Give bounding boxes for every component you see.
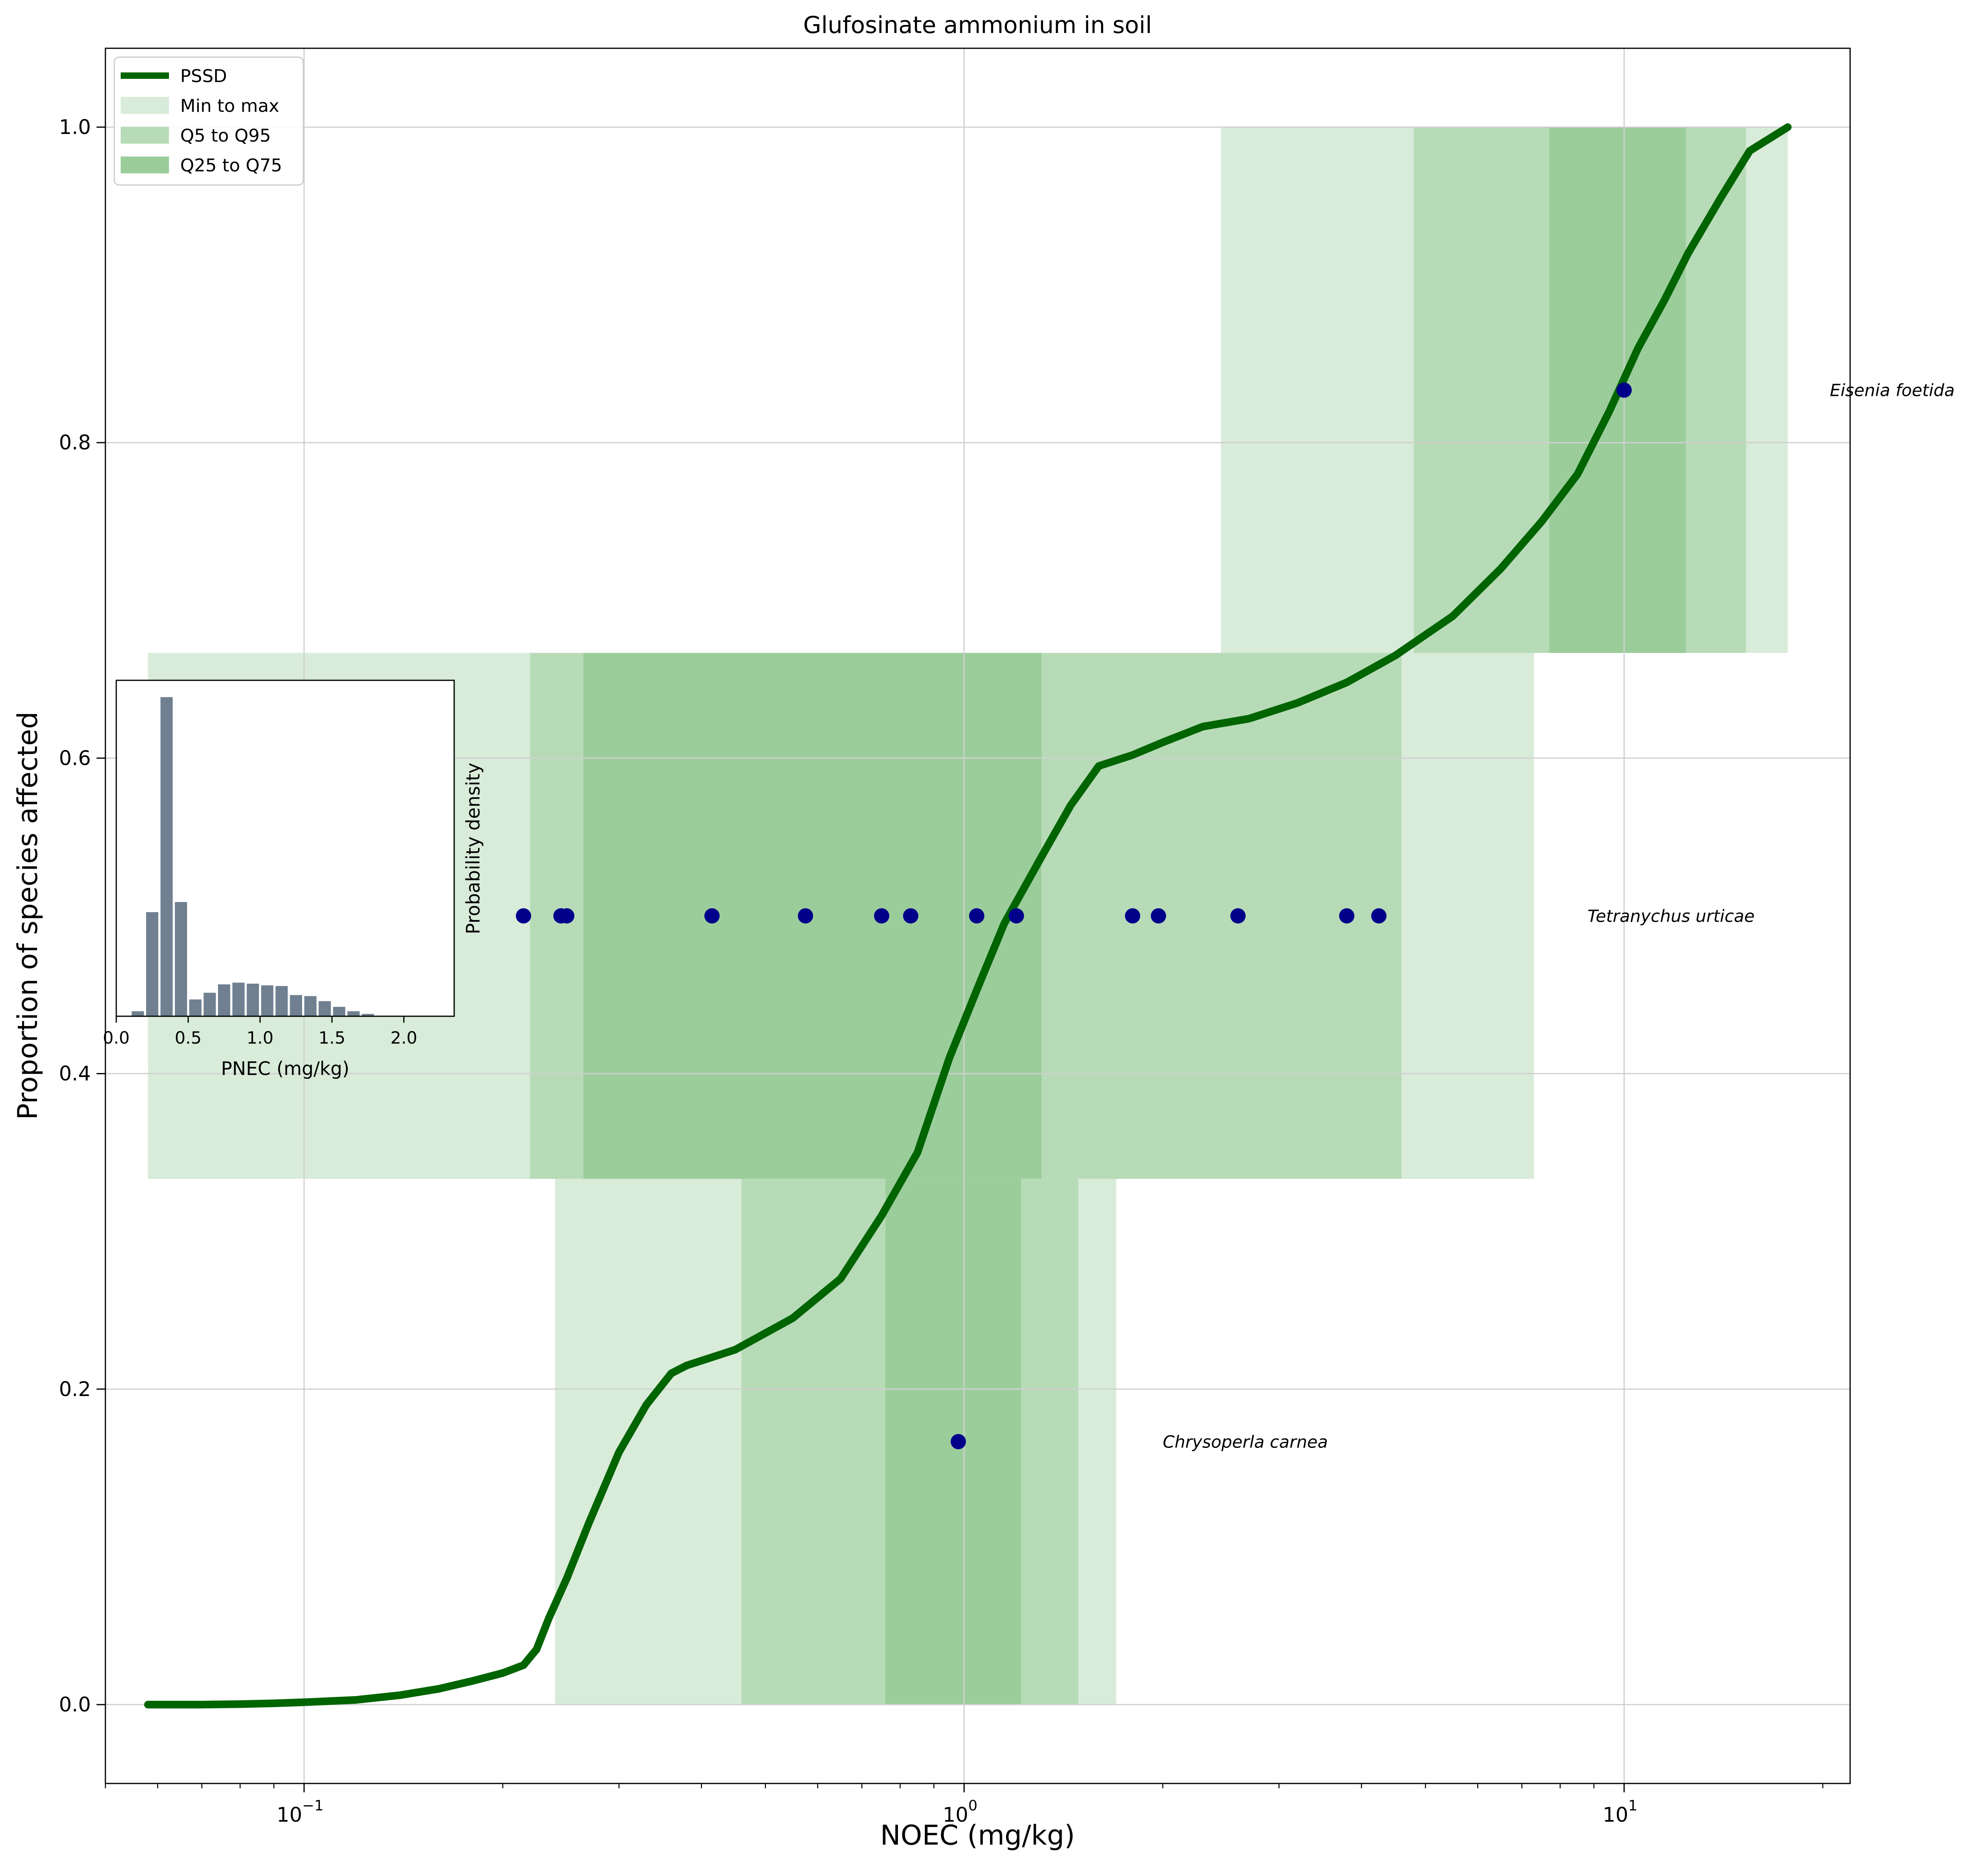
data-point bbox=[951, 1434, 966, 1450]
data-point bbox=[798, 908, 813, 924]
histogram-bar bbox=[247, 984, 259, 1016]
histogram-bar bbox=[275, 986, 288, 1016]
y-tick-label: 0.8 bbox=[59, 431, 91, 454]
species-label: Tetranychus urticae bbox=[1587, 906, 1755, 926]
main-plot-frame bbox=[105, 47, 1851, 1784]
inset-x-tick-label: 0.5 bbox=[175, 1028, 202, 1048]
inset-x-ticks: 0.0 0.5 1.0 1.5 2.0 bbox=[103, 1016, 417, 1048]
histogram-bar bbox=[261, 985, 274, 1016]
species-labels: Chrysoperla carnea Tetranychus urticae Eis… bbox=[1163, 381, 1954, 1452]
species-label: Eisenia foetida bbox=[1830, 381, 1955, 400]
histogram-bar bbox=[304, 996, 317, 1016]
data-point bbox=[559, 908, 574, 924]
legend: PSSD Min to max Q5 to Q95 Q25 to Q75 bbox=[113, 56, 304, 186]
histogram-bar bbox=[204, 993, 216, 1016]
data-points bbox=[516, 382, 1632, 1450]
data-point bbox=[516, 908, 531, 924]
inset-x-tick-label: 1.5 bbox=[319, 1028, 346, 1048]
inset-histogram: 0.0 0.5 1.0 1.5 2.0 PNEC (mg/kg) Probability… bbox=[103, 680, 484, 1079]
legend-label-q25-to-q75: Q25 to Q75 bbox=[180, 155, 282, 176]
data-point bbox=[704, 908, 720, 924]
y-tick-label: 0.0 bbox=[59, 1693, 91, 1716]
data-point bbox=[903, 908, 918, 924]
histogram-bar bbox=[319, 1001, 331, 1016]
data-point bbox=[1009, 908, 1024, 924]
histogram-bar bbox=[333, 1007, 346, 1016]
histogram-bar bbox=[218, 984, 231, 1016]
legend-swatch-min-to-max bbox=[121, 97, 169, 114]
chart-title: Glufosinate ammonium in soil bbox=[803, 11, 1152, 39]
legend-swatch-q5-to-q95 bbox=[121, 127, 169, 144]
x-tick-exponent: −1 bbox=[302, 1798, 323, 1814]
y-axis-ticks: 0.0 0.2 0.4 0.6 0.8 1.0 bbox=[59, 115, 105, 1716]
y-tick-label: 1.0 bbox=[59, 115, 91, 139]
pssd-curve bbox=[144, 123, 1792, 1709]
histogram-bar bbox=[347, 1011, 360, 1016]
inset-bars bbox=[132, 697, 374, 1016]
pssd-curve-group bbox=[144, 123, 1792, 1709]
y-tick-label: 0.4 bbox=[59, 1062, 91, 1085]
data-point bbox=[874, 908, 889, 924]
species-bands bbox=[148, 127, 1788, 1705]
legend-label-q5-to-q95: Q5 to Q95 bbox=[180, 126, 271, 146]
data-point bbox=[1151, 908, 1166, 924]
x-tick-exponent: 0 bbox=[968, 1798, 978, 1814]
species-label: Chrysoperla carnea bbox=[1163, 1432, 1328, 1452]
histogram-bar bbox=[132, 1011, 144, 1016]
data-point bbox=[1339, 908, 1355, 924]
main-plot: Chrysoperla carnea Tetranychus urticae Eis… bbox=[12, 11, 1955, 1851]
histogram-bar bbox=[160, 697, 173, 1016]
y-tick-label: 0.2 bbox=[59, 1378, 91, 1401]
histogram-bar bbox=[189, 999, 202, 1016]
inset-x-tick-label: 0.0 bbox=[103, 1028, 130, 1048]
y-tick-label: 0.6 bbox=[59, 746, 91, 770]
histogram-bar bbox=[146, 912, 159, 1016]
data-point bbox=[1371, 908, 1387, 924]
histogram-bar bbox=[175, 902, 187, 1016]
x-axis-label: NOEC (mg/kg) bbox=[880, 1820, 1075, 1851]
data-point bbox=[1125, 908, 1140, 924]
inset-x-tick-label: 1.0 bbox=[247, 1028, 274, 1048]
histogram-bar bbox=[362, 1014, 374, 1016]
histogram-bar bbox=[232, 982, 245, 1016]
inset-x-axis-label: PNEC (mg/kg) bbox=[221, 1058, 349, 1079]
legend-label-min-to-max: Min to max bbox=[180, 96, 279, 116]
inset-frame bbox=[115, 680, 455, 1017]
legend-swatch-q25-to-q75 bbox=[121, 157, 169, 173]
x-tick-exponent: 1 bbox=[1628, 1798, 1638, 1814]
inset-y-axis-label: Probability density bbox=[462, 763, 484, 934]
legend-label-pssd: PSSD bbox=[180, 66, 227, 86]
legend-frame bbox=[113, 56, 304, 186]
histogram-bar bbox=[290, 995, 302, 1016]
data-point bbox=[1616, 382, 1632, 398]
y-axis-label: Proportion of species affected bbox=[12, 712, 44, 1120]
data-point bbox=[969, 908, 984, 924]
data-point bbox=[1230, 908, 1246, 924]
inset-x-tick-label: 2.0 bbox=[390, 1028, 417, 1048]
